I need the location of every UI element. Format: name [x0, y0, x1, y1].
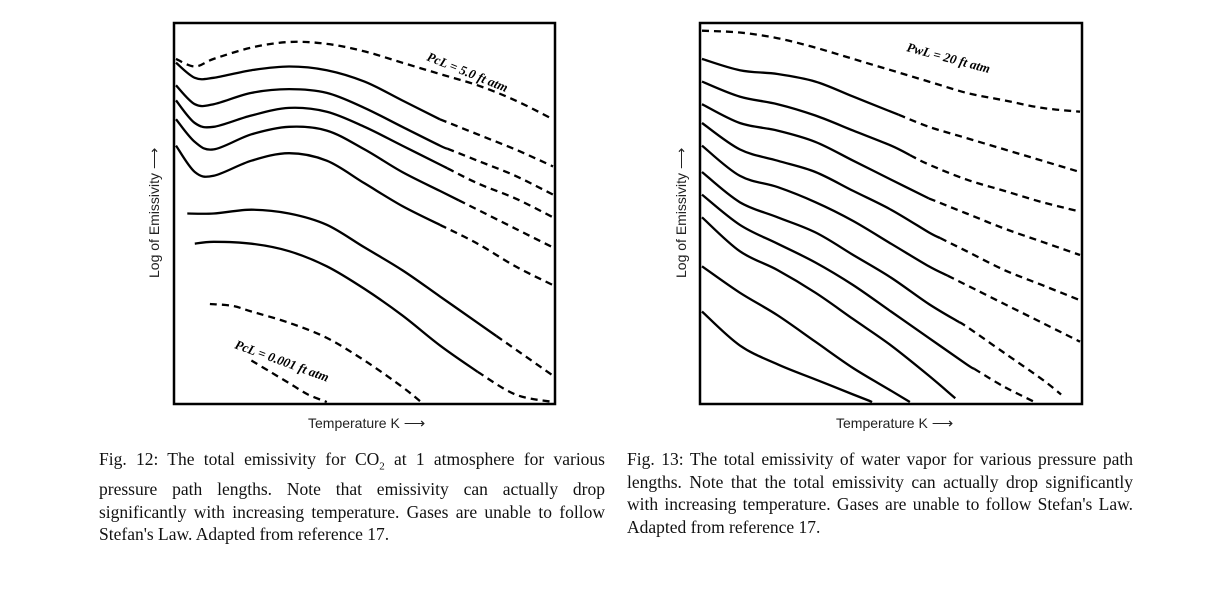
water-curve-7-dashed — [958, 321, 1062, 396]
water-curve-7-solid — [701, 171, 960, 324]
figure-13-caption: Fig. 13: The total emissivity of water v… — [627, 448, 1133, 538]
co2-curve-9-dashed — [209, 302, 422, 403]
water-curve-3-dashed — [909, 154, 1081, 213]
water-curve-4-dashed — [928, 197, 1081, 257]
figure-13: PwL = 20 ft atm Log of Emissivity ⟶ Temp… — [610, 0, 1217, 592]
water-curve-6-solid — [701, 144, 949, 277]
co2-curve-8-solid — [194, 240, 479, 373]
up-arrow-icon: ⟶ — [673, 147, 690, 170]
co2-curves-group — [175, 40, 554, 404]
caption-13-text: Fig. 13: The total emissivity of water v… — [627, 449, 1133, 537]
co2-curve-6-dashed — [439, 223, 554, 287]
co2-curve-8-dashed — [477, 370, 554, 404]
water-curve-8-dashed — [973, 367, 1036, 404]
water-curve-5-dashed — [939, 236, 1081, 302]
co2-curve-6-solid — [175, 144, 441, 226]
water-curve-3-solid — [701, 80, 911, 157]
right-arrow-icon: ⟶ — [403, 415, 426, 432]
co2-plot-frame — [172, 21, 557, 406]
water-curve-6-dashed — [947, 274, 1081, 343]
figure-12-caption: Fig. 12: The total emissivity for CO2 at… — [99, 448, 605, 546]
water-x-axis-label: Temperature K ⟶ — [836, 414, 953, 432]
up-arrow-icon: ⟶ — [146, 147, 163, 170]
caption-12-part-2: at 1 atmosphere for various pressure pat… — [99, 449, 605, 544]
caption-12-part-1: Fig. 12: The total emissivity for CO — [99, 449, 380, 469]
co2-curve-4-solid — [175, 99, 448, 170]
water-curve-4-solid — [701, 103, 930, 200]
co2-curve-5-dashed — [458, 199, 554, 249]
co2-curve-2-dashed — [439, 118, 554, 168]
water-y-axis-label: Log of Emissivity ⟶ — [672, 148, 690, 278]
water-curve-5-solid — [701, 122, 941, 240]
co2-curve-1-dashed — [175, 40, 554, 121]
water-curve-8-solid — [701, 193, 975, 370]
water-curve-9-solid — [701, 216, 957, 400]
water-curve-10-solid — [701, 265, 911, 403]
co2-curve-3-dashed — [446, 147, 554, 196]
water-x-axis-label-text: Temperature K — [836, 415, 928, 431]
co2-top-annotation: PcL = 5.0 ft atm — [425, 49, 510, 95]
water-top-annotation: PwL = 20 ft atm — [905, 39, 992, 76]
water-plot-frame — [698, 21, 1084, 406]
co2-curve-4-dashed — [446, 167, 554, 219]
water-curve-11-solid — [701, 310, 873, 404]
water-curve-2-solid — [701, 57, 900, 116]
water-y-axis-label-text: Log of Emissivity — [673, 172, 689, 278]
co2-y-axis-label: Log of Emissivity ⟶ — [145, 148, 163, 278]
co2-curve-3-solid — [175, 84, 448, 150]
co2-bottom-annotation: PcL = 0.001 ft atm — [233, 337, 331, 385]
right-arrow-icon: ⟶ — [931, 415, 954, 432]
co2-curve-7-dashed — [495, 335, 554, 377]
water-vapor-emissivity-chart: PwL = 20 ft atm — [698, 21, 1084, 406]
co2-y-axis-label-text: Log of Emissivity — [146, 172, 162, 278]
co2-curve-10-dashed — [250, 359, 328, 404]
figure-12: PcL = 5.0 ft atm PcL = 0.001 ft atm Log … — [99, 21, 605, 546]
water-curve-2-dashed — [898, 113, 1081, 174]
co2-curve-5-solid — [175, 118, 460, 202]
co2-x-axis-label: Temperature K ⟶ — [308, 414, 425, 432]
caption-12-subscript: 2 — [379, 460, 385, 473]
co2-curve-7-solid — [187, 208, 498, 337]
co2-emissivity-chart: PcL = 5.0 ft atm PcL = 0.001 ft atm — [172, 21, 557, 406]
co2-curve-2-solid — [175, 61, 441, 121]
co2-x-axis-label-text: Temperature K — [308, 415, 400, 431]
water-curve-1-dashed — [701, 29, 1081, 113]
water-curves-group — [701, 29, 1081, 404]
